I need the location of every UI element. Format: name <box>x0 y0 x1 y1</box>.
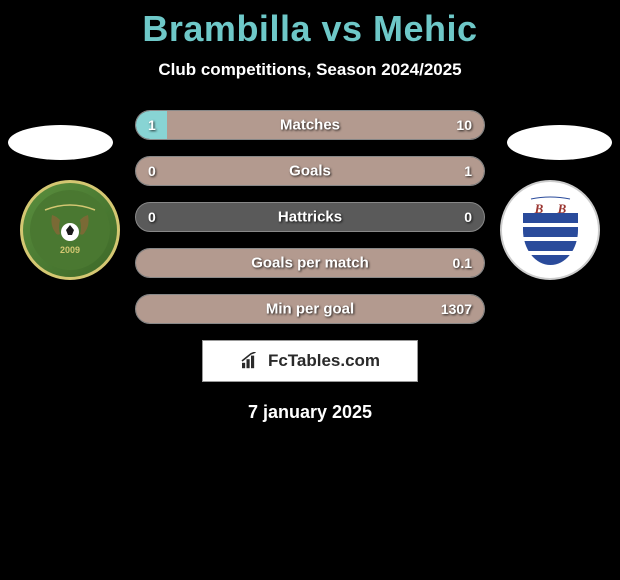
stat-row: 0 Hattricks 0 <box>135 202 485 232</box>
stat-row: 0 Goals 1 <box>135 156 485 186</box>
stat-value-right: 1 <box>464 163 472 179</box>
player1-name: Brambilla <box>142 8 311 49</box>
stat-value-right: 0.1 <box>453 255 472 271</box>
shield-letters-icon: B B <box>523 195 578 265</box>
player1-avatar-placeholder <box>8 125 113 160</box>
brand-text: FcTables.com <box>268 351 380 371</box>
stat-row: 1 Matches 10 <box>135 110 485 140</box>
club-badge-left: 2009 <box>20 180 120 280</box>
svg-text:2009: 2009 <box>60 245 80 255</box>
stat-label: Matches <box>280 117 340 134</box>
stat-value-left: 1 <box>148 117 156 133</box>
player2-avatar-placeholder <box>507 125 612 160</box>
stat-label: Min per goal <box>266 301 354 318</box>
content-area: 2009 B B 1Matches100Goals10Hattricks0Goa… <box>0 110 620 423</box>
stat-value-right: 10 <box>456 117 472 133</box>
svg-text:B: B <box>556 201 566 216</box>
subtitle: Club competitions, Season 2024/2025 <box>0 60 620 80</box>
stat-row: Goals per match 0.1 <box>135 248 485 278</box>
club-badge-right-shield: B B <box>523 195 578 265</box>
date-text: 7 january 2025 <box>0 402 620 423</box>
chart-icon <box>240 352 262 370</box>
stat-row: Min per goal 1307 <box>135 294 485 324</box>
lion-crest-icon: 2009 <box>30 190 110 270</box>
stats-bars: 1Matches100Goals10Hattricks0Goals per ma… <box>135 110 485 324</box>
svg-text:B: B <box>533 201 543 216</box>
stat-value-left: 0 <box>148 163 156 179</box>
page-title: Brambilla vs Mehic <box>0 0 620 50</box>
stat-label: Hattricks <box>278 209 342 226</box>
vs-text: vs <box>321 8 362 49</box>
stat-label: Goals <box>289 163 331 180</box>
stat-value-right: 0 <box>464 209 472 225</box>
stat-label: Goals per match <box>251 255 369 272</box>
club-badge-right: B B <box>500 180 600 280</box>
stat-value-left: 0 <box>148 209 156 225</box>
brand-box[interactable]: FcTables.com <box>202 340 418 382</box>
club-badge-left-inner: 2009 <box>30 190 110 270</box>
stat-value-right: 1307 <box>441 301 472 317</box>
player2-name: Mehic <box>373 8 478 49</box>
